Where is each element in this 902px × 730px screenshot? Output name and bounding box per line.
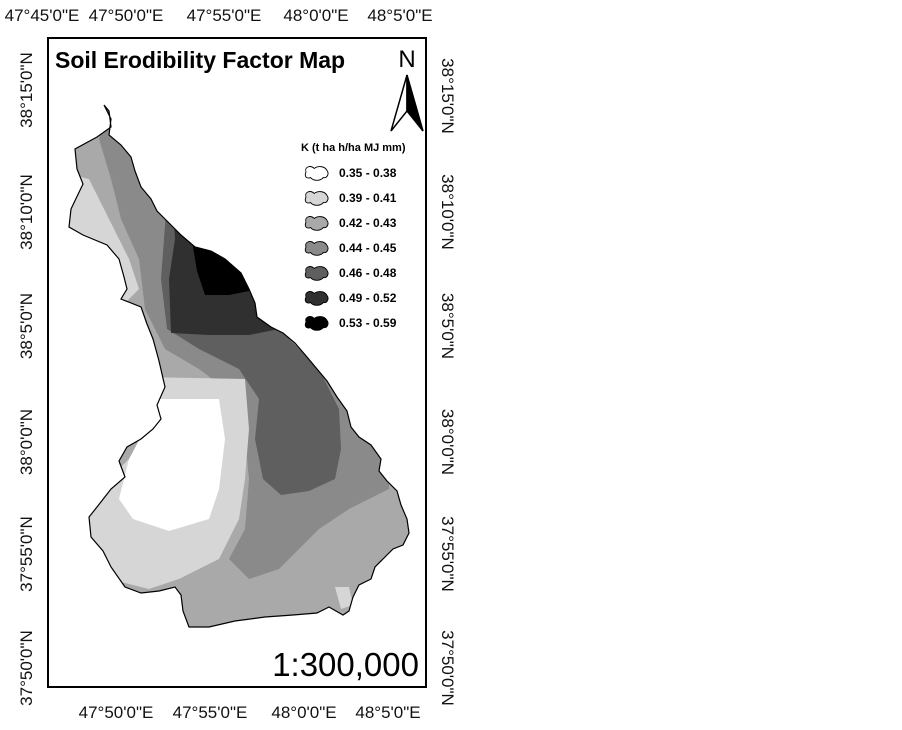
legend-item: 0.46 - 0.48: [301, 260, 406, 285]
legend-swatch: [304, 240, 329, 256]
top-lon-label: 48°5'0"E: [367, 6, 433, 25]
bottom-lon-label: 47°55'0"E: [172, 703, 248, 722]
right-lat-label: 38°5'0"N: [438, 292, 457, 360]
right-lat-label: 37°50'0"N: [438, 630, 457, 706]
top-lon-label: 47°50'0"E: [88, 6, 164, 25]
north-label: N: [398, 46, 415, 73]
legend-swatch: [304, 215, 329, 231]
legend-swatch: [304, 165, 329, 181]
legend-label: 0.44 - 0.45: [339, 240, 397, 255]
left-lat-label: 38°0'0"N: [17, 408, 36, 476]
legend-swatch: [304, 190, 329, 206]
top-lon-label: 47°45'0"E: [4, 6, 80, 25]
legend-swatch: [304, 290, 329, 306]
top-lon-label: 48°0'0"E: [283, 6, 349, 25]
bottom-lon-label: 48°0'0"E: [271, 703, 337, 722]
legend-item: 0.42 - 0.43: [301, 210, 406, 235]
legend-swatch: [304, 315, 329, 331]
left-lat-label: 37°50'0"N: [17, 630, 36, 706]
right-lat-label: 38°15'0"N: [438, 58, 457, 134]
legend-title: K (t ha h/ha MJ mm): [301, 142, 406, 154]
soil-erodibility-map: [68, 104, 410, 628]
left-lat-label: 38°5'0"N: [17, 292, 36, 360]
right-lat-label: 37°55'0"N: [438, 516, 457, 592]
left-lat-label: 38°15'0"N: [17, 52, 36, 128]
legend-swatch: [304, 265, 329, 281]
left-lat-label: 37°55'0"N: [17, 516, 36, 592]
legend: K (t ha h/ha MJ mm) 0.35 - 0.38 0.39 - 0.…: [301, 142, 406, 335]
bottom-lon-label: 48°5'0"E: [355, 703, 421, 722]
north-arrow-icon: N: [390, 46, 424, 132]
top-lon-label: 47°55'0"E: [186, 6, 262, 25]
right-lat-label: 38°0'0"N: [438, 408, 457, 476]
legend-label: 0.42 - 0.43: [339, 215, 397, 230]
map-frame: Soil Erodibility Factor Map N K (t ha h/…: [47, 37, 427, 688]
legend-label: 0.49 - 0.52: [339, 290, 397, 305]
legend-item: 0.44 - 0.45: [301, 235, 406, 260]
legend-item: 0.49 - 0.52: [301, 285, 406, 310]
bottom-lon-label: 47°50'0"E: [78, 703, 154, 722]
erodibility-zones: [69, 105, 409, 627]
legend-item: 0.39 - 0.41: [301, 185, 406, 210]
right-lat-label: 38°10'0"N: [438, 174, 457, 250]
legend-label: 0.39 - 0.41: [339, 190, 397, 205]
legend-item: 0.35 - 0.38: [301, 160, 406, 185]
legend-label: 0.46 - 0.48: [339, 265, 397, 280]
scale-text: 1:300,000: [272, 646, 419, 683]
map-title: Soil Erodibility Factor Map: [55, 47, 346, 73]
legend-label: 0.35 - 0.38: [339, 165, 397, 180]
legend-label: 0.53 - 0.59: [339, 315, 397, 330]
legend-item: 0.53 - 0.59: [301, 310, 406, 335]
left-lat-label: 38°10'0"N: [17, 174, 36, 250]
